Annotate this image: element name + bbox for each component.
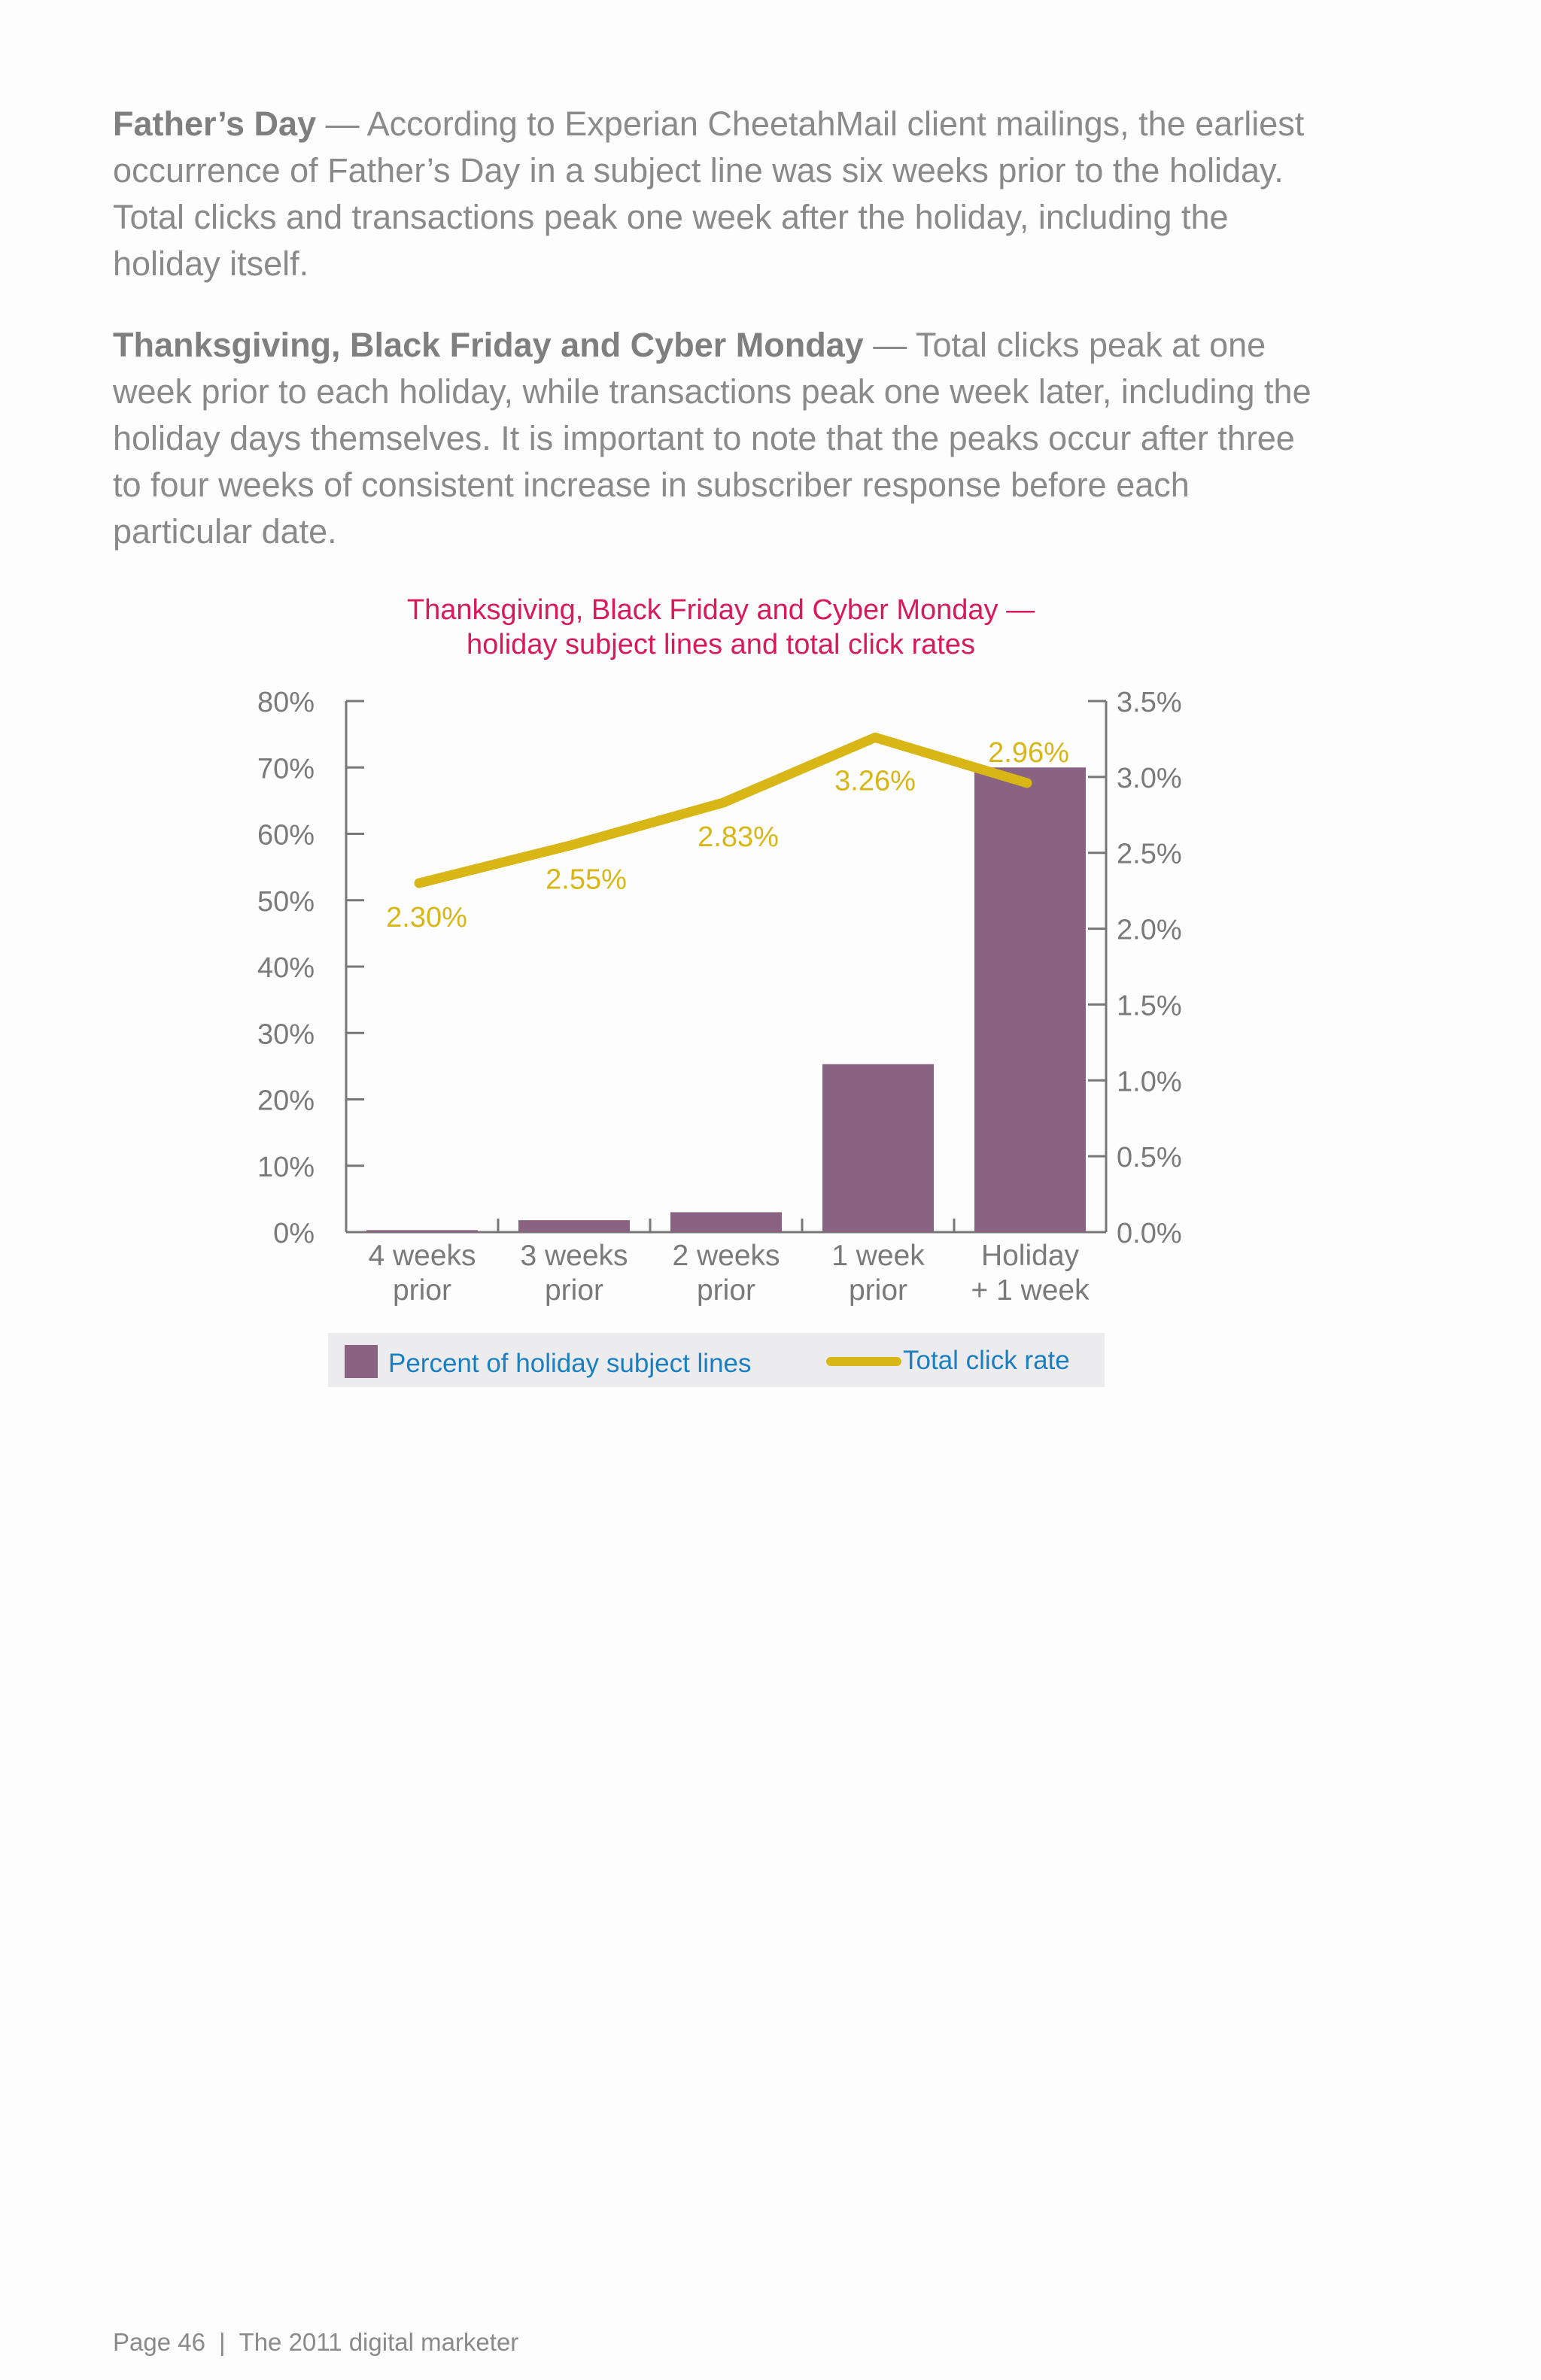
- paragraph-heading: Thanksgiving, Black Friday and Cyber Mon…: [113, 326, 864, 364]
- right-tick-label: 0.0%: [1117, 1218, 1182, 1249]
- left-tick-label: 70%: [257, 753, 315, 785]
- click-rate-data-label: 2.83%: [698, 821, 779, 853]
- right-tick-label: 2.5%: [1117, 839, 1182, 870]
- legend-label-line: Total click rate: [903, 1346, 1070, 1375]
- x-tick-label: prior: [545, 1274, 603, 1307]
- x-tick-label: prior: [393, 1274, 451, 1307]
- paragraph-heading: Father’s Day: [113, 105, 317, 143]
- page-number: Page 46: [113, 2328, 205, 2356]
- paragraph-thanksgiving: Thanksgiving, Black Friday and Cyber Mon…: [113, 322, 1317, 555]
- bar: [366, 1230, 478, 1232]
- bar: [670, 1212, 782, 1232]
- click-rate-data-label: 2.55%: [546, 864, 627, 896]
- x-tick-label: prior: [849, 1274, 907, 1307]
- click-rate-data-label: 2.96%: [988, 737, 1069, 769]
- paragraph-dash: —: [316, 105, 367, 143]
- click-rate-data-label: 2.30%: [386, 902, 467, 933]
- bar: [822, 1064, 934, 1232]
- left-tick-label: 50%: [257, 886, 315, 918]
- left-tick-label: 20%: [257, 1085, 315, 1117]
- x-tick-label: Holiday: [981, 1240, 1080, 1272]
- left-tick-label: 60%: [257, 820, 315, 852]
- footer-separator: |: [218, 2328, 226, 2356]
- x-tick-label: 2 weeks: [672, 1240, 780, 1272]
- x-tick-label: 3 weeks: [520, 1240, 628, 1272]
- x-tick-label: 4 weeks: [368, 1240, 476, 1272]
- click-rate-line: [414, 732, 1032, 888]
- chart-title-line: holiday subject lines and total click ra…: [467, 629, 975, 660]
- right-tick-label: 0.5%: [1117, 1142, 1182, 1173]
- bar: [974, 767, 1086, 1232]
- right-tick-label: 3.5%: [1117, 687, 1182, 718]
- right-tick-label: 2.0%: [1117, 915, 1182, 946]
- click-rate-data-label: 3.26%: [834, 765, 916, 797]
- paragraph-body: Total clicks peak at one week prior to e…: [113, 326, 1312, 551]
- legend-label-bar: Percent of holiday subject lines: [388, 1349, 752, 1378]
- chart-title-line: Thanksgiving, Black Friday and Cyber Mon…: [407, 594, 1035, 626]
- paragraph-dash: —: [863, 326, 916, 364]
- right-tick-label: 1.0%: [1117, 1066, 1182, 1097]
- left-tick-label: 80%: [257, 687, 315, 718]
- paragraph-body: According to Experian CheetahMail client…: [113, 105, 1305, 283]
- x-tick-label: 1 week: [831, 1240, 925, 1272]
- right-tick-label: 3.0%: [1117, 763, 1182, 794]
- left-tick-label: 10%: [257, 1152, 315, 1183]
- x-tick-label: prior: [697, 1274, 755, 1307]
- x-tick-label: + 1 week: [971, 1274, 1090, 1307]
- page-footer: Page 46 | The 2011 digital marketer: [113, 2328, 518, 2357]
- left-tick-label: 30%: [257, 1018, 315, 1050]
- legend-background: [328, 1333, 1105, 1387]
- publication-name: The 2011 digital marketer: [239, 2328, 519, 2356]
- legend-swatch-bar: [345, 1345, 378, 1378]
- paragraph-fathers-day: Father’s Day — According to Experian Che…: [113, 101, 1317, 287]
- left-tick-label: 40%: [257, 952, 315, 984]
- bar: [518, 1220, 630, 1232]
- left-tick-label: 0%: [273, 1218, 315, 1249]
- combo-chart: Thanksgiving, Black Friday and Cyber Mon…: [257, 594, 1182, 1387]
- right-tick-label: 1.5%: [1117, 990, 1182, 1022]
